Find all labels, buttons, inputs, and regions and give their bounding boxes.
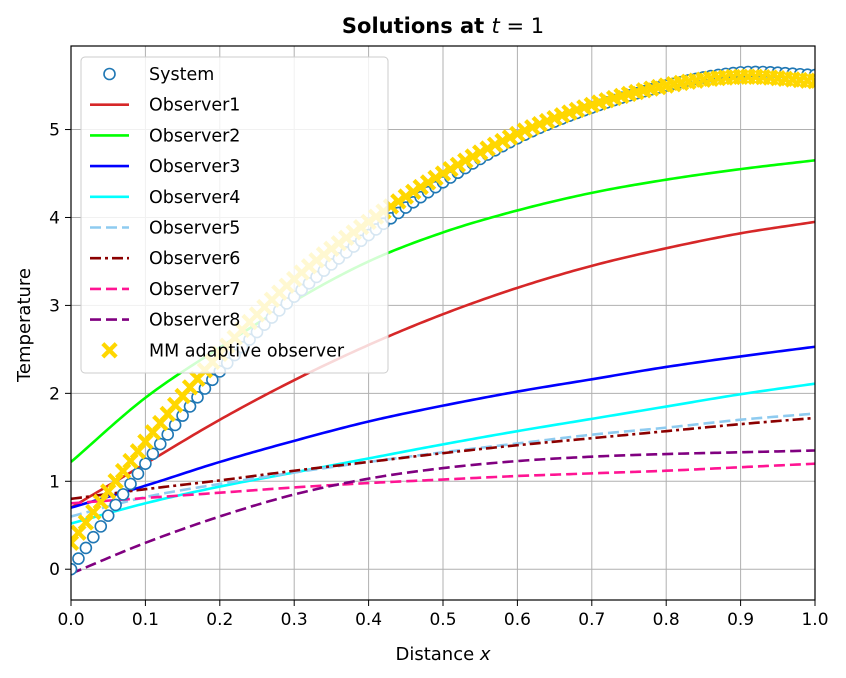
series-observer1-line xyxy=(71,220,815,509)
mm-observer-point xyxy=(486,136,504,153)
system-point xyxy=(161,428,175,441)
system-point xyxy=(87,530,100,544)
mm-observer-point xyxy=(494,132,511,150)
mm-observer-point xyxy=(442,160,459,178)
y-axis-ticks: 0 1 2 3 4 5 xyxy=(49,121,71,580)
series-observer8-line xyxy=(71,449,815,575)
mm-observer-point xyxy=(501,129,519,146)
legend-swatch-mm-adaptive-observer xyxy=(101,342,118,359)
y-tick-label: 2 xyxy=(49,384,60,404)
y-tick-label: 4 xyxy=(49,208,60,228)
legend-label-system: System xyxy=(149,65,214,85)
x-axis-ticks: 0.0 0.1 0.2 0.3 0.4 0.5 0.6 0.7 0.8 0.9 1.0 xyxy=(57,600,829,630)
y-tick-label: 1 xyxy=(49,472,60,492)
chart-title-rest: = 1 xyxy=(500,14,544,38)
system-point xyxy=(72,552,85,565)
x-tick-label: 0.9 xyxy=(727,610,754,630)
legend-label-observer5: Observer5 xyxy=(149,219,240,239)
legend-label-observer2: Observer2 xyxy=(149,126,240,146)
legend-label-observer3: Observer3 xyxy=(149,157,240,177)
y-tick-label: 0 xyxy=(49,560,60,580)
mm-observer-point xyxy=(427,169,444,187)
system-point xyxy=(176,409,189,422)
x-tick-label: 0.2 xyxy=(206,610,233,630)
x-tick-label: 1.0 xyxy=(801,610,828,630)
series-observer7-line xyxy=(71,462,815,505)
series-observer3-line xyxy=(71,345,815,509)
system-point xyxy=(101,509,115,522)
system-point xyxy=(139,457,152,470)
x-axis-label-text: Distance xyxy=(395,644,479,665)
x-tick-label: 0.6 xyxy=(504,610,531,630)
mm-observer-point xyxy=(464,148,481,165)
system-point xyxy=(94,520,108,533)
mm-observer-point xyxy=(806,73,815,90)
x-tick-label: 0.0 xyxy=(57,610,84,630)
system-point xyxy=(168,418,182,432)
x-tick-label: 0.3 xyxy=(281,610,308,630)
system-point xyxy=(116,488,130,501)
legend-label-observer8: Observer8 xyxy=(149,311,240,331)
chart-title-text: Solutions at xyxy=(342,14,492,38)
x-tick-label: 0.1 xyxy=(132,610,159,630)
x-tick-label: 0.4 xyxy=(355,610,382,630)
y-tick-label: 5 xyxy=(49,121,60,141)
mm-observer-point xyxy=(457,152,474,169)
y-axis-label: Temperature xyxy=(14,268,35,383)
x-axis-label-math: x xyxy=(479,644,491,665)
x-tick-label: 0.7 xyxy=(578,610,605,630)
chart-title-math: t xyxy=(492,14,501,38)
x-axis-label: Distance x xyxy=(395,644,490,665)
system-point xyxy=(131,467,145,481)
mm-observer-point xyxy=(472,144,489,161)
system-point xyxy=(109,498,122,512)
chart-title: Solutions at t = 1 xyxy=(342,14,544,38)
system-point xyxy=(124,477,137,491)
y-tick-label: 3 xyxy=(49,296,60,316)
system-point xyxy=(71,562,78,576)
legend-box xyxy=(80,56,389,374)
legend-label-observer7: Observer7 xyxy=(149,280,240,300)
series-observer4-line xyxy=(71,382,815,525)
mm-observer-point xyxy=(434,165,452,182)
system-point xyxy=(79,541,93,555)
system-point xyxy=(146,447,160,461)
mm-observer-point xyxy=(479,140,496,157)
series-observer6-line xyxy=(71,416,815,501)
x-tick-label: 0.8 xyxy=(653,610,680,630)
legend: System Observer1 Observer2 Observer3 Observe… xyxy=(80,56,389,374)
legend-label-observer4: Observer4 xyxy=(149,188,240,208)
legend-label-observer6: Observer6 xyxy=(149,249,240,269)
system-point xyxy=(153,437,167,451)
x-tick-label: 0.5 xyxy=(429,610,456,630)
legend-label-observer1: Observer1 xyxy=(149,96,240,116)
legend-swatch-system xyxy=(103,67,116,81)
legend-label-mm-adaptive-observer: MM adaptive observer xyxy=(149,341,345,361)
mm-observer-point xyxy=(449,156,467,174)
